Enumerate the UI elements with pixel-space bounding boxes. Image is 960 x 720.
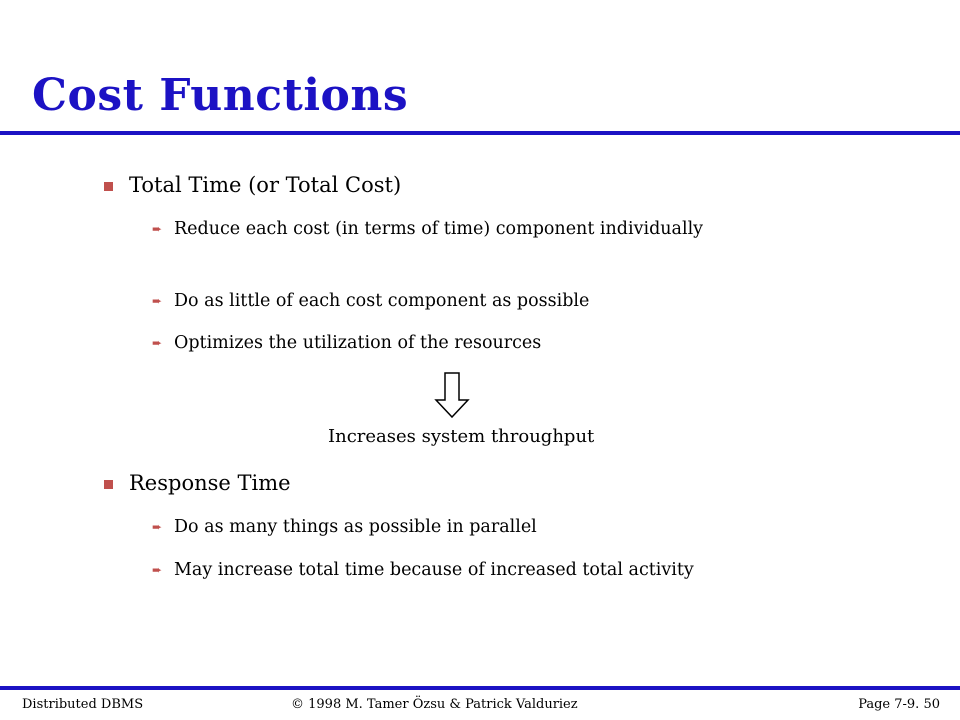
list-item-text: Do as little of each cost component as p… — [174, 291, 590, 311]
footer-copyright: © 1998 M. Tamer Özsu & Patrick Valduriez — [291, 697, 578, 712]
square-bullet-icon — [104, 182, 113, 191]
pointing-arrow-icon: ➨ — [152, 563, 163, 577]
down-arrow-icon — [434, 372, 470, 418]
result-text: Increases system throughput — [328, 426, 595, 447]
list-item-text: May increase total time because of incre… — [174, 560, 694, 580]
footer-course: Distributed DBMS — [22, 697, 144, 712]
footer-divider — [0, 686, 960, 690]
list-item: ➨ Reduce each cost (in terms of time) co… — [152, 216, 752, 243]
list-item-text: Optimizes the utilization of the resourc… — [174, 333, 542, 353]
square-bullet-icon — [104, 480, 113, 489]
section-heading: Total Time (or Total Cost) — [129, 173, 402, 197]
list-item: ➨ Do as little of each cost component as… — [152, 288, 752, 315]
pointing-arrow-icon: ➨ — [152, 520, 163, 534]
list-item: ➨ Do as many things as possible in paral… — [152, 514, 752, 541]
slide-title: Cost Functions — [32, 70, 409, 121]
title-divider — [0, 131, 960, 135]
section-heading: Response Time — [129, 471, 291, 495]
list-item-text: Do as many things as possible in paralle… — [174, 517, 537, 537]
list-item-text: Reduce each cost (in terms of time) comp… — [174, 219, 704, 239]
footer-page-number: Page 7-9. 50 — [858, 697, 940, 712]
list-item: ➨ May increase total time because of inc… — [152, 557, 872, 584]
pointing-arrow-icon: ➨ — [152, 222, 163, 236]
list-item: ➨ Optimizes the utilization of the resou… — [152, 330, 752, 357]
section-response-time: Response Time — [104, 470, 291, 496]
pointing-arrow-icon: ➨ — [152, 294, 163, 308]
pointing-arrow-icon: ➨ — [152, 336, 163, 350]
section-total-time: Total Time (or Total Cost) — [104, 172, 401, 198]
